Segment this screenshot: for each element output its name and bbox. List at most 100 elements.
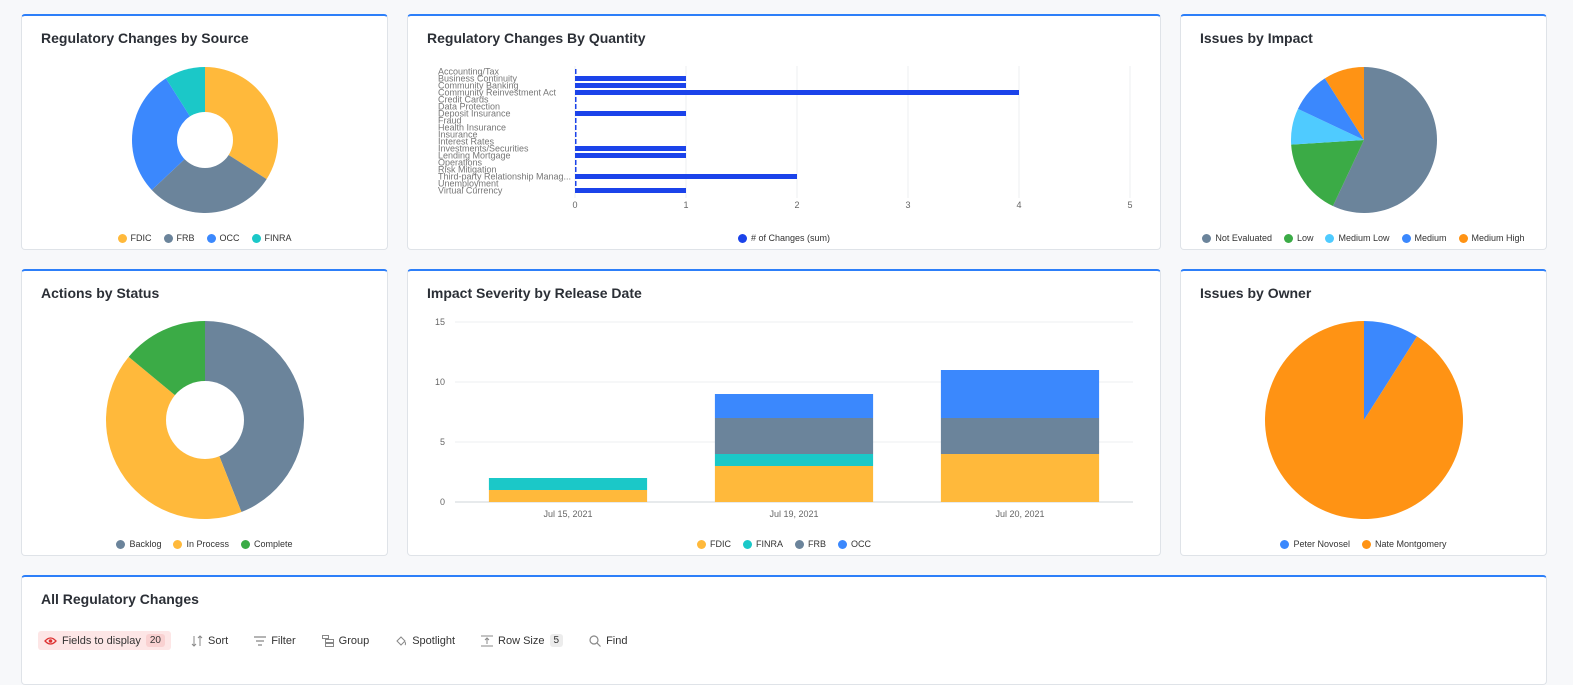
bar-segment-frb[interactable] (940, 418, 1100, 454)
y-tick-label: Lending Mortgage (438, 151, 511, 161)
bar-interest-rates[interactable] (575, 139, 577, 144)
pie-slice-low[interactable] (1291, 140, 1364, 207)
legend-label: FRB (808, 539, 826, 549)
bar-third-party-relationship-manag[interactable] (575, 174, 797, 179)
legend-item-finra[interactable]: FINRA (743, 539, 783, 549)
legend-item-medium-high[interactable]: Medium High (1458, 233, 1525, 243)
legend-label: Backlog (129, 539, 162, 549)
pie-slice-occ[interactable] (132, 78, 205, 190)
legend-swatch (251, 233, 261, 243)
bar-fraud[interactable] (575, 118, 577, 123)
actions-card-title: Actions by Status (41, 285, 160, 301)
legend-item-medium[interactable]: Medium (1401, 233, 1447, 243)
bar-deposit-insurance[interactable] (575, 111, 686, 116)
bar-segment-finra[interactable] (488, 478, 648, 490)
actions-donut-chart[interactable] (22, 301, 389, 551)
spotlight-button[interactable]: Spotlight (389, 632, 461, 650)
group-button[interactable]: Group (316, 632, 376, 650)
bar-health-insurance[interactable] (575, 125, 577, 130)
bar-segment-frb[interactable] (714, 418, 874, 454)
legend-item-low[interactable]: Low (1283, 233, 1313, 243)
y-tick-label: Business Continuity (438, 74, 518, 84)
bar-segment-fdic[interactable] (714, 466, 874, 502)
legend-label: FDIC (130, 233, 152, 243)
legend-item-backlog[interactable]: Backlog (116, 539, 161, 549)
pie-slice-medium-high[interactable] (1324, 67, 1364, 140)
legend-item-nate-montgomery[interactable]: Nate Montgomery (1362, 539, 1447, 549)
source-donut-chart[interactable] (22, 46, 389, 246)
severity-stacked-bar-chart[interactable]: 0 5 10 15 Jul 15, 2021 Jul 19, 2021 Jul 20, 20… (408, 311, 1162, 526)
bar-segment-fdic[interactable] (488, 490, 648, 502)
legend-item-complete[interactable]: Complete (241, 539, 293, 549)
bar-accounting-tax[interactable] (575, 69, 577, 74)
fields-to-display-button[interactable]: Fields to display 20 (38, 631, 171, 650)
pie-slice-medium-low[interactable] (1291, 108, 1364, 145)
find-label: Find (606, 634, 628, 647)
bar-virtual-currency[interactable] (575, 188, 686, 193)
pie-slice-peter-novosel[interactable] (1364, 321, 1418, 420)
legend-label: Medium Low (1338, 233, 1390, 243)
impact-legend: Not Evaluated Low Medium Low Medium Medium H… (1181, 233, 1546, 243)
legend-item-frb[interactable]: FRB (795, 539, 826, 549)
bar-unemployment[interactable] (575, 181, 577, 186)
pie-slice-backlog[interactable] (205, 321, 305, 513)
pie-slice-medium[interactable] (1297, 78, 1364, 140)
legend-item-not-evaluated[interactable]: Not Evaluated (1202, 233, 1272, 243)
legend-item-fdic[interactable]: FDIC (697, 539, 731, 549)
legend-item-occ[interactable]: OCC (838, 539, 871, 549)
y-tick-label: Interest Rates (438, 137, 495, 147)
row-size-button[interactable]: Row Size 5 (475, 631, 569, 650)
y-tick-label: Insurance (438, 130, 478, 140)
pie-slice-not-evaluated[interactable] (1332, 67, 1437, 213)
bar-community-reinvestment-act[interactable] (575, 90, 1019, 95)
legend-swatch (795, 539, 804, 549)
legend-label: FINRA (264, 233, 292, 243)
legend-label: Medium High (1471, 233, 1525, 243)
x-tick-label: Jul 20, 2021 (995, 509, 1044, 519)
bar-lending-mortgage[interactable] (575, 153, 686, 158)
legend-item-occ[interactable]: OCC (206, 233, 240, 243)
bar-data-protection[interactable] (575, 104, 577, 109)
bar-segment-fdic[interactable] (940, 454, 1100, 502)
filter-button[interactable]: Filter (248, 632, 301, 650)
sort-button[interactable]: Sort (185, 632, 234, 650)
y-tick-label: Deposit Insurance (438, 109, 511, 119)
legend-swatch (1280, 539, 1290, 549)
legend-item-medium-low[interactable]: Medium Low (1325, 233, 1390, 243)
actions-legend: Backlog In Process Complete (22, 539, 387, 549)
legend-item-frb[interactable]: FRB (163, 233, 195, 243)
bar-segment-occ[interactable] (940, 370, 1100, 418)
bar-segment-occ[interactable] (714, 394, 874, 418)
pie-slice-nate-montgomery[interactable] (1265, 321, 1463, 519)
legend-swatch (838, 539, 847, 549)
bar-investments-securities[interactable] (575, 146, 686, 151)
bar-insurance[interactable] (575, 132, 577, 137)
legend-swatch (1362, 539, 1371, 549)
bar-segment-finra[interactable] (714, 454, 874, 466)
legend-swatch (1325, 233, 1335, 243)
legend-item[interactable]: # of Changes (sum) (737, 233, 830, 243)
legend-swatch (206, 233, 216, 243)
bar-operations[interactable] (575, 160, 577, 165)
legend-item-peter-novosel[interactable]: Peter Novosel (1280, 539, 1350, 549)
legend-swatch (1401, 233, 1411, 243)
y-tick-label: Virtual Currency (438, 186, 503, 196)
quantity-card: Regulatory Changes By Quantity 0 1 2 3 4 5 Acc… (407, 14, 1161, 250)
find-button[interactable]: Find (583, 632, 633, 650)
legend-item-in-process[interactable]: In Process (173, 539, 229, 549)
group-icon (321, 634, 334, 647)
bar-business-continuity[interactable] (575, 76, 686, 81)
y-tick-label: Accounting/Tax (438, 67, 500, 77)
bar-community-banking[interactable] (575, 83, 686, 88)
legend-item-fdic[interactable]: FDIC (117, 233, 152, 243)
bar-credit-cards[interactable] (575, 97, 577, 102)
legend-swatch (163, 233, 173, 243)
legend-label: Complete (254, 539, 293, 549)
y-tick-label: Unemployment (438, 179, 499, 189)
legend-item-finra[interactable]: FINRA (251, 233, 292, 243)
pie-slice-frb[interactable] (151, 140, 267, 213)
bar-risk-mitigation[interactable] (575, 167, 577, 172)
impact-pie-chart[interactable] (1181, 46, 1548, 246)
owner-pie-chart[interactable] (1181, 301, 1548, 551)
